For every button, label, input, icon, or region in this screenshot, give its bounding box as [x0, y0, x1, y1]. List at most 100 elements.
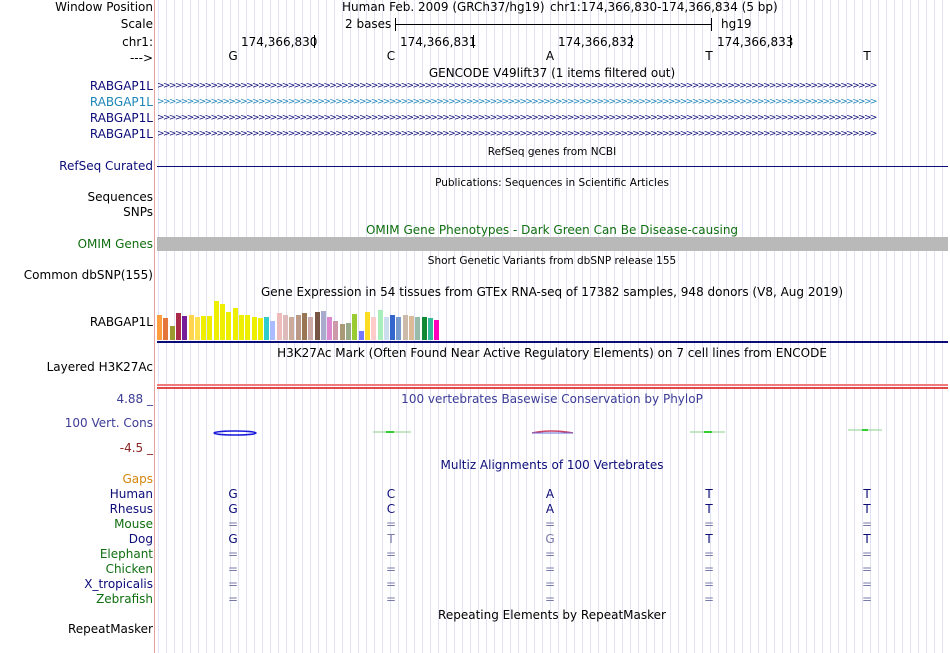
refseq-track-title[interactable]: RefSeq genes from NCBI [487, 146, 617, 158]
gtex-tissue-bar[interactable] [232, 308, 238, 340]
gtex-tissue-bar[interactable] [421, 317, 427, 340]
gtex-tissue-bar[interactable] [415, 317, 421, 340]
gencode-track-label[interactable]: RABGAP1L [89, 79, 153, 93]
gtex-tissue-bar[interactable] [352, 314, 358, 340]
gencode-track-label[interactable]: RABGAP1L [89, 95, 153, 109]
gtex-tissue-bar[interactable] [238, 315, 244, 340]
gtex-tissue-bar[interactable] [188, 315, 194, 340]
gtex-tissue-bar[interactable] [409, 316, 414, 340]
db-name: hg19 [721, 17, 752, 31]
omim-gene-block[interactable] [157, 237, 948, 251]
gtex-bar-chart[interactable] [157, 300, 441, 340]
gtex-tissue-bar[interactable] [226, 312, 232, 340]
gtex-tissue-bar[interactable] [251, 317, 257, 340]
refseq-gene-line[interactable] [157, 166, 948, 167]
gtex-tissue-bar[interactable] [427, 318, 433, 340]
gtex-tissue-bar[interactable] [175, 313, 181, 340]
gtex-tissue-bar[interactable] [390, 315, 396, 340]
gtex-tissue-bar[interactable] [264, 317, 270, 340]
gtex-tissue-bar[interactable] [157, 315, 162, 340]
gencode-track-label[interactable]: RABGAP1L [89, 127, 153, 141]
h3k27ac-track-label[interactable]: Layered H3K27Ac [46, 360, 153, 374]
position-readout[interactable]: chr1:174,366,830-174,366,834 (5 bp) [550, 0, 778, 14]
gtex-tissue-bar[interactable] [402, 315, 408, 340]
omim-track-label[interactable]: OMIM Genes [77, 237, 153, 251]
alignment-base: T [863, 532, 871, 546]
alignment-base: T [863, 502, 871, 516]
chrom-label: chr1: [122, 35, 153, 49]
gtex-tissue-bar[interactable] [396, 317, 402, 340]
gtex-tissue-bar[interactable] [289, 317, 295, 340]
gtex-tissue-bar[interactable] [182, 316, 188, 340]
repeatmasker-track-label[interactable]: RepeatMasker [67, 622, 153, 636]
base-letter: G [228, 49, 238, 63]
gtex-tissue-bar[interactable] [245, 315, 251, 340]
alignment-base: = [544, 517, 556, 531]
gtex-tissue-bar[interactable] [257, 318, 263, 340]
gencode-track-title[interactable]: GENCODE V49lift37 (1 items filtered out) [428, 66, 676, 80]
gtex-tissue-bar[interactable] [295, 315, 301, 340]
gene-strand-arrows[interactable]: >>>>>>>>>>>>>>>>>>>>>>>>>>>>>>>>>>>>>>>>… [157, 97, 877, 107]
gtex-tissue-bar[interactable] [301, 313, 307, 340]
phylop-signal[interactable] [155, 420, 950, 440]
phylop-track-label[interactable]: 100 Vert. Cons [64, 416, 153, 430]
publications-label[interactable]: Sequences [87, 190, 153, 204]
ruler-tick [473, 35, 474, 48]
gtex-tissue-bar[interactable] [339, 324, 345, 340]
repeatmasker-track-title[interactable]: Repeating Elements by RepeatMasker [438, 608, 666, 622]
species-label-zebrafish[interactable]: Zebrafish [96, 592, 153, 606]
gene-strand-arrows[interactable]: >>>>>>>>>>>>>>>>>>>>>>>>>>>>>>>>>>>>>>>>… [157, 129, 877, 139]
species-label-human[interactable]: Human [109, 487, 153, 501]
gene-strand-arrows[interactable]: >>>>>>>>>>>>>>>>>>>>>>>>>>>>>>>>>>>>>>>>… [157, 81, 877, 91]
omim-track-title[interactable]: OMIM Gene Phenotypes - Dark Green Can Be… [365, 223, 739, 237]
species-label-rhesus[interactable]: Rhesus [109, 502, 153, 516]
gtex-tissue-bar[interactable] [327, 317, 333, 340]
gtex-tissue-bar[interactable] [314, 312, 320, 340]
gtex-tissue-bar[interactable] [358, 331, 364, 340]
species-label-mouse[interactable]: Mouse [114, 517, 153, 531]
gtex-tissue-bar[interactable] [163, 318, 169, 340]
gtex-tissue-bar[interactable] [169, 326, 175, 340]
gtex-track-title[interactable]: Gene Expression in 54 tissues from GTEx … [260, 285, 844, 299]
strand-label: ---> [129, 51, 153, 65]
gtex-tissue-bar[interactable] [371, 317, 377, 340]
multiz-track-title[interactable]: Multiz Alignments of 100 Vertebrates [440, 458, 664, 472]
gtex-tissue-bar[interactable] [434, 320, 440, 340]
gtex-tissue-bar[interactable] [377, 310, 383, 340]
publications-track-title[interactable]: Publications: Sequences in Scientific Ar… [435, 177, 669, 189]
species-label-chicken[interactable]: Chicken [105, 562, 153, 576]
gtex-tissue-bar[interactable] [308, 317, 314, 340]
gtex-tissue-bar[interactable] [201, 316, 207, 340]
gtex-tissue-bar[interactable] [333, 321, 339, 340]
gaps-label[interactable]: Gaps [122, 472, 153, 486]
gtex-tissue-bar[interactable] [364, 312, 370, 340]
species-label-elephant[interactable]: Elephant [99, 547, 153, 561]
alignment-base: = [703, 517, 715, 531]
dbsnp-track-label[interactable]: Common dbSNP(155) [23, 268, 153, 282]
gtex-tissue-bar[interactable] [270, 321, 276, 340]
gtex-track-label[interactable]: RABGAP1L [89, 315, 153, 329]
phylop-max-label: 4.88 _ [116, 392, 153, 406]
gtex-tissue-bar[interactable] [383, 317, 389, 340]
gtex-tissue-bar[interactable] [276, 313, 282, 340]
gtex-tissue-bar[interactable] [346, 323, 351, 340]
phylop-track-title[interactable]: 100 vertebrates Basewise Conservation by… [401, 392, 703, 406]
h3k27ac-signal-line [157, 387, 948, 389]
gtex-tissue-bar[interactable] [283, 315, 288, 340]
species-label-x-tropicalis[interactable]: X_tropicalis [84, 577, 153, 591]
dbsnp-track-title[interactable]: Short Genetic Variants from dbSNP releas… [427, 255, 677, 267]
alignment-base: = [544, 577, 556, 591]
refseq-track-label[interactable]: RefSeq Curated [59, 159, 153, 173]
gtex-tissue-bar[interactable] [207, 316, 213, 340]
species-label-dog[interactable]: Dog [128, 532, 153, 546]
gtex-tissue-bar[interactable] [213, 301, 219, 340]
gtex-tissue-bar[interactable] [194, 317, 200, 340]
gencode-track-label[interactable]: RABGAP1L [89, 111, 153, 125]
gtex-tissue-bar[interactable] [220, 304, 225, 340]
gtex-tissue-bar[interactable] [320, 311, 326, 340]
h3k27ac-track-title[interactable]: H3K27Ac Mark (Often Found Near Active Re… [277, 346, 827, 360]
gene-strand-arrows[interactable]: >>>>>>>>>>>>>>>>>>>>>>>>>>>>>>>>>>>>>>>>… [157, 113, 877, 123]
snps-label[interactable]: SNPs [123, 205, 153, 219]
ruler-tick [314, 35, 315, 48]
base-letter: C [386, 49, 396, 63]
